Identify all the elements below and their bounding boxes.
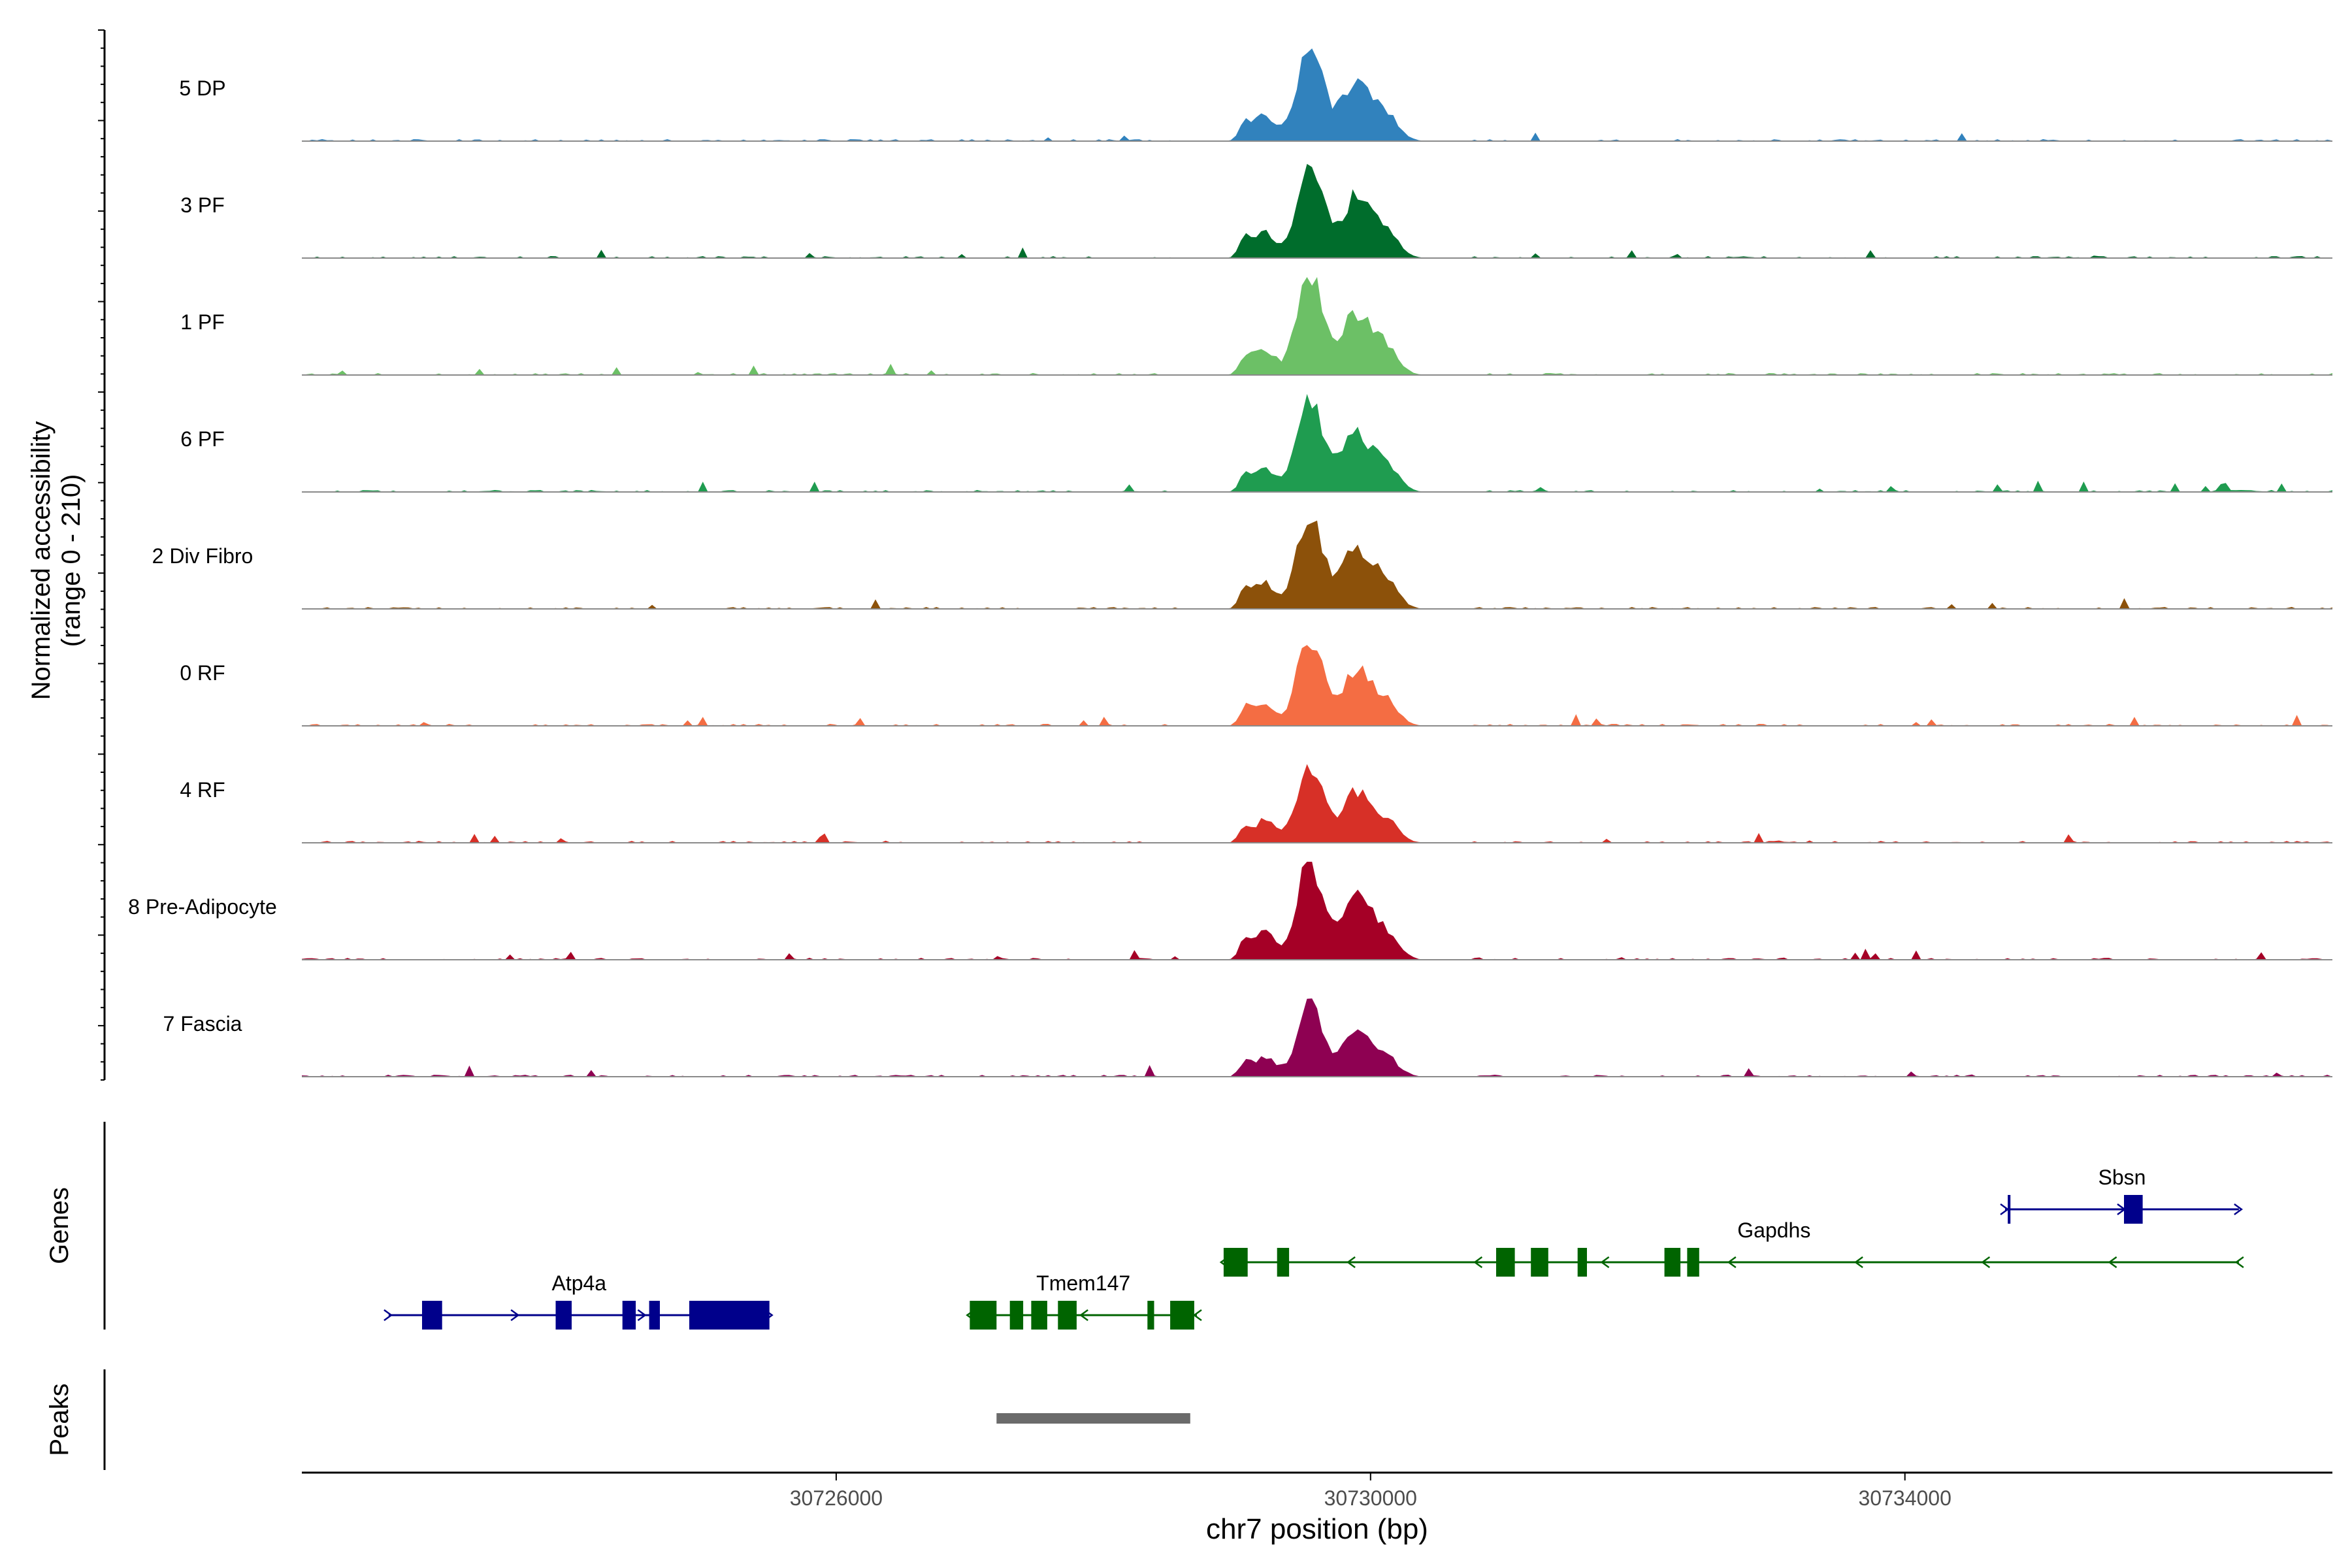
gene-exon-gapdhs-4 [1577,1248,1587,1277]
strand-arrow-icon [1473,1256,1483,1269]
peak-bar-0 [996,1413,1190,1424]
genes-panel-label: Genes [45,1187,74,1264]
track-label-8: 7 Fascia [163,1012,242,1036]
gene-exon-tmem147-5 [1170,1301,1194,1330]
strand-arrow-icon [2234,1203,2243,1216]
strand-arrow-icon [510,1309,520,1322]
gene-label-tmem147: Tmem147 [1036,1271,1130,1295]
coverage-area-7 [302,862,2332,960]
peaks-panel-label: Peaks [45,1383,74,1456]
gene-exon-gapdhs-3 [1531,1248,1548,1277]
strand-arrow-icon [1727,1256,1737,1269]
gene-exon-tmem147-0 [970,1301,997,1330]
gene-exon-tmem147-1 [1009,1301,1024,1330]
gene-exon-gapdhs-6 [1687,1248,1699,1277]
coverage-area-2 [302,277,2332,375]
genes-panel: Atp4a Tmem147 Gapdhs Sbsn [384,1166,2244,1330]
gene-exon-atp4a-1 [555,1301,572,1330]
track-label-7: 8 Pre-Adipocyte [128,895,277,919]
track-label-2: 1 PF [180,310,225,334]
strand-arrow-icon [1981,1256,1991,1269]
gene-label-atp4a: Atp4a [551,1271,606,1295]
coverage-area-5 [302,645,2332,726]
track-label-3: 6 PF [180,427,225,451]
x-tick-label-2: 30734000 [1858,1486,1951,1510]
gene-exon-tmem147-4 [1147,1301,1154,1330]
strand-arrow-icon [2234,1256,2244,1269]
coverage-tracks [302,48,2332,1077]
gene-label-sbsn: Sbsn [2098,1166,2146,1189]
x-tick-label-1: 30730000 [1324,1486,1417,1510]
track-labels: 5 DP 3 PF 1 PF 6 PF 2 Div Fibro 0 RF 4 RF 8 Pre… [128,76,277,1036]
coverage-area-3 [302,394,2332,492]
gene-exon-gapdhs-5 [1664,1248,1681,1277]
gene-exon-sbsn-0 [2008,1195,2011,1224]
gene-exon-gapdhs-2 [1496,1248,1515,1277]
coverage-area-1 [302,163,2332,258]
y-axis-ticks [98,29,105,1081]
track-label-0: 5 DP [179,76,225,100]
strand-arrow-icon [2108,1256,2117,1269]
gene-exon-atp4a-3 [649,1301,660,1330]
strand-arrow-icon [1079,1309,1088,1322]
gene-exon-gapdhs-0 [1223,1248,1248,1277]
x-axis-ticks: 30726000 30730000 30734000 [790,1473,1952,1510]
strand-arrow-icon [384,1309,393,1322]
coverage-area-6 [302,764,2332,843]
y-axis-title-line2: (range 0 - 210) [57,474,86,647]
strand-arrow-icon [2000,1203,2010,1216]
track-label-4: 2 Div Fibro [152,544,253,568]
x-tick-label-0: 30726000 [790,1486,883,1510]
gene-exon-atp4a-0 [422,1301,442,1330]
strand-arrow-icon [1600,1256,1610,1269]
track-label-5: 0 RF [180,661,225,685]
y-axis-title: Normalized accessibility (range 0 - 210) [27,421,86,700]
gene-exon-gapdhs-1 [1277,1248,1290,1277]
y-axis-title-line1: Normalized accessibility [27,421,56,700]
coverage-area-0 [302,48,2332,141]
strand-arrow-icon [1192,1309,1202,1322]
gene-exon-atp4a-4 [689,1301,770,1330]
track-label-1: 3 PF [180,193,225,217]
coverage-area-8 [302,998,2332,1077]
x-axis-title: chr7 position (bp) [1206,1513,1428,1545]
track-label-6: 4 RF [180,778,225,802]
gene-exon-tmem147-3 [1058,1301,1077,1330]
gene-exon-tmem147-2 [1031,1301,1047,1330]
gene-exon-atp4a-2 [622,1301,636,1330]
gene-exon-sbsn-1 [2124,1195,2143,1224]
strand-arrow-icon [637,1309,647,1322]
strand-arrow-icon [1854,1256,1863,1269]
gene-label-gapdhs: Gapdhs [1737,1218,1810,1242]
peaks-panel [996,1413,1190,1424]
strand-arrow-icon [1346,1256,1356,1269]
coverage-area-4 [302,520,2332,609]
